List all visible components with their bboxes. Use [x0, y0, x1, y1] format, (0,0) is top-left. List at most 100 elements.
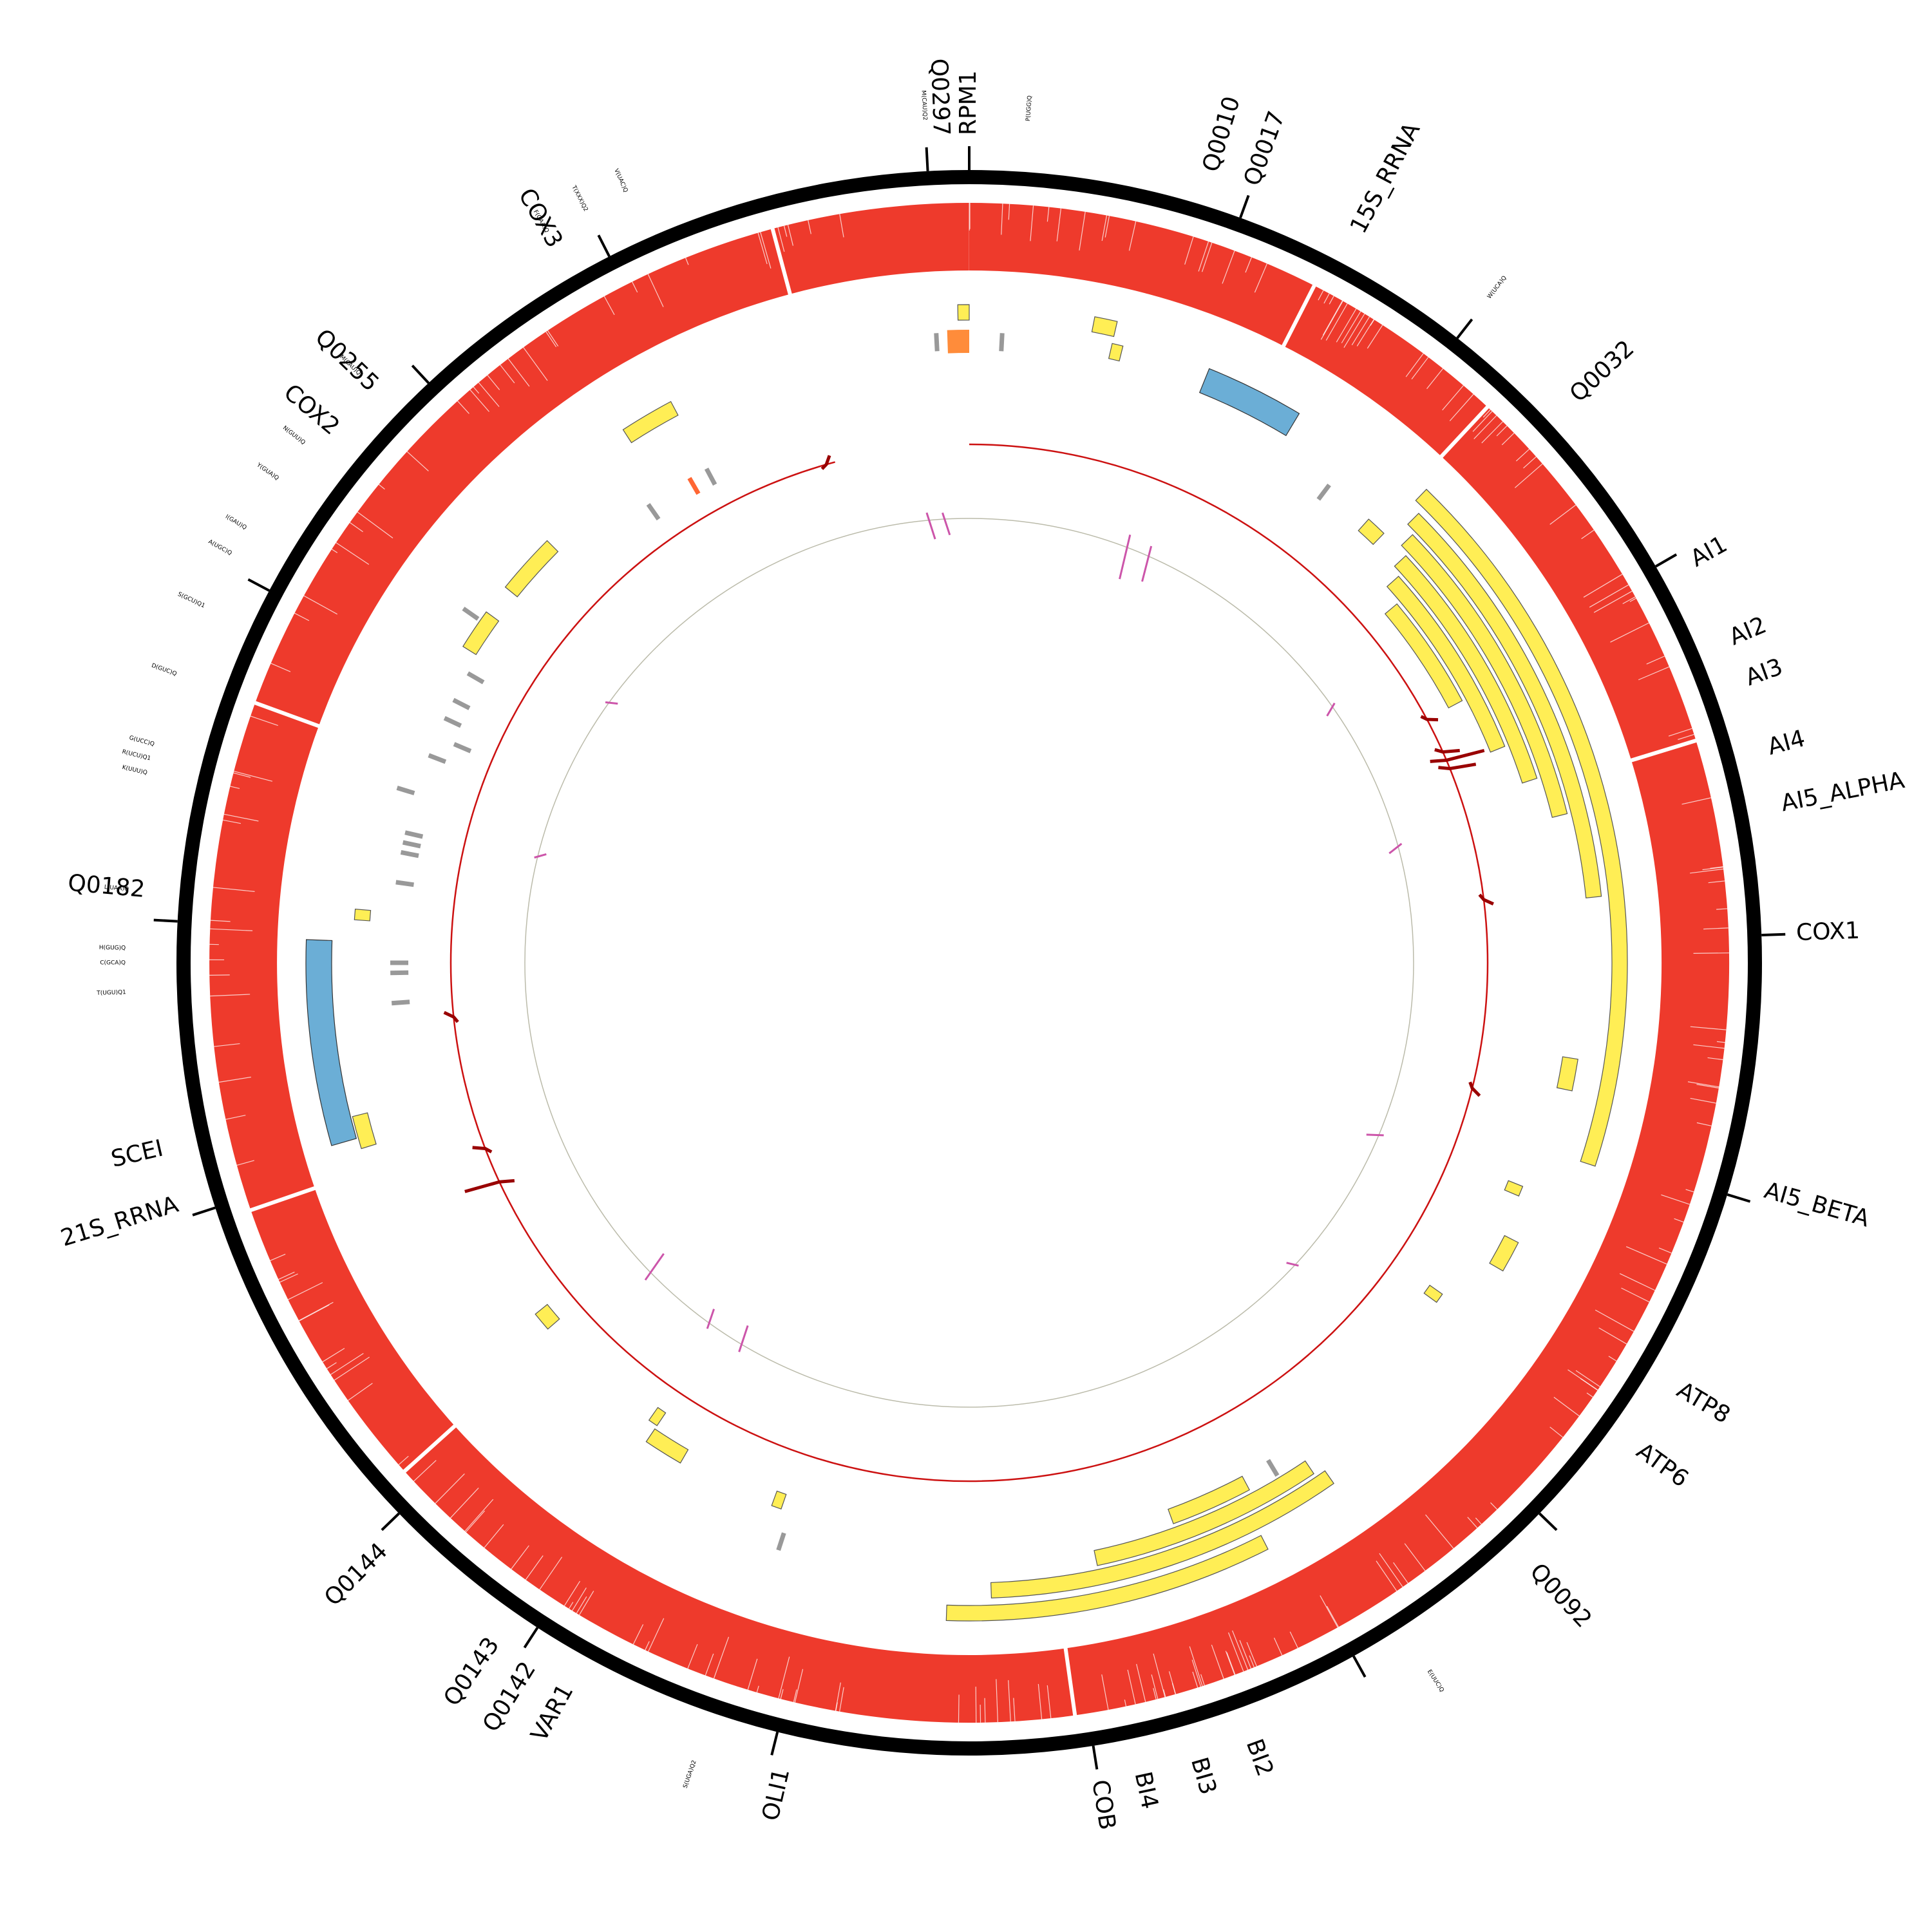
- coverage-striation: [1621, 1287, 1650, 1303]
- gc-skew-peak: [925, 512, 936, 540]
- feature-track: [305, 304, 1628, 1622]
- coverage-striation: [1101, 1674, 1109, 1710]
- trna-mark: [402, 840, 421, 849]
- coverage-striation: [1320, 1595, 1338, 1628]
- coverage-striation: [1515, 448, 1530, 462]
- exon-block: [1504, 1180, 1524, 1197]
- gene-label: AI1: [1686, 531, 1732, 573]
- coverage-striation: [1153, 1653, 1166, 1698]
- gc-skew-peak: [706, 1309, 715, 1329]
- coverage-striation: [1249, 1655, 1255, 1668]
- trna-label: R(UCU)Q1: [121, 749, 151, 762]
- gene-tick: [523, 1627, 539, 1649]
- coverage-striation: [1323, 293, 1330, 304]
- coverage-striation: [406, 451, 429, 471]
- gene-tick: [192, 1206, 216, 1217]
- gc-peak: [464, 1179, 515, 1193]
- coverage-striation: [270, 1253, 286, 1262]
- coverage-striation: [747, 1658, 758, 1690]
- coverage-striation: [1580, 1378, 1598, 1391]
- coverage-striation: [839, 214, 844, 238]
- coverage-striation: [1661, 1194, 1690, 1205]
- gene-tick: [1456, 318, 1473, 339]
- gene-label: AI5_ALPHA: [1779, 767, 1907, 817]
- coverage-striation: [1329, 296, 1334, 305]
- gene-tick: [1727, 1193, 1751, 1203]
- coverage-striation: [1638, 666, 1670, 681]
- exon-block: [462, 611, 500, 656]
- gc-peak: [1438, 762, 1477, 770]
- coverage-striation: [1325, 303, 1348, 341]
- coverage-striation: [299, 1304, 330, 1321]
- coverage-striation: [1425, 1514, 1454, 1549]
- trna-label: E(UUC)Q: [1426, 1669, 1445, 1693]
- coverage-striation: [210, 928, 253, 931]
- coverage-striation: [1501, 433, 1515, 446]
- coverage-striation: [1690, 868, 1724, 874]
- coverage-striation: [270, 663, 291, 672]
- coverage-striation: [278, 1271, 295, 1280]
- coverage-striation: [794, 1669, 804, 1703]
- coverage-striation: [1318, 290, 1324, 301]
- coverage-striation: [1376, 1560, 1397, 1591]
- coverage-striation: [808, 220, 811, 234]
- exon-block: [1556, 1056, 1578, 1092]
- coverage-striation: [1289, 1631, 1298, 1649]
- coverage-striation: [571, 1587, 587, 1611]
- coverage-striation: [1553, 1397, 1580, 1417]
- gc-skew-peak: [1388, 842, 1403, 855]
- trna-mark: [428, 753, 447, 764]
- trna-label: C(GCA)Q: [100, 960, 126, 967]
- gene-label: Q0297: [925, 58, 954, 136]
- coverage-striation: [1581, 529, 1595, 540]
- coverage-striation: [322, 1348, 345, 1363]
- coverage-striation: [1056, 208, 1062, 242]
- coverage-striation: [1668, 728, 1692, 737]
- coverage-striation: [435, 1473, 465, 1504]
- coverage-striation: [647, 274, 664, 307]
- gene-label: SCEI: [109, 1135, 166, 1173]
- coverage-striation: [1690, 1097, 1716, 1104]
- coverage-striation: [783, 225, 788, 237]
- exon-block: [1407, 513, 1602, 898]
- coverage-striation: [279, 1273, 298, 1283]
- exon-block: [1394, 554, 1538, 784]
- coverage-striation: [464, 1499, 494, 1532]
- gc-skew-peak: [942, 512, 951, 536]
- trna-mark: [452, 697, 471, 710]
- exon-block: [1168, 1475, 1251, 1524]
- trna-label: T(XXX)Q2: [570, 184, 589, 213]
- coverage-striation: [1481, 421, 1503, 444]
- coverage-striation: [1583, 574, 1623, 598]
- coverage-striation: [1191, 1660, 1202, 1687]
- coverage-striation: [1449, 393, 1474, 422]
- coverage-striation: [1619, 1273, 1656, 1291]
- coverage-striation: [1678, 734, 1694, 740]
- rrna-block: [1198, 368, 1300, 437]
- coverage-striation: [457, 401, 469, 414]
- coverage-striation: [1222, 251, 1235, 284]
- coverage-striation: [330, 1353, 364, 1375]
- coverage-striation: [1405, 353, 1424, 377]
- coverage-striation: [1598, 1327, 1627, 1345]
- trna-mark: [999, 333, 1005, 352]
- coverage-striation: [327, 1362, 337, 1369]
- coverage-striation: [1351, 316, 1370, 346]
- gene-label: AI3: [1742, 654, 1786, 691]
- coverage-gap: [1437, 404, 1490, 460]
- exon-block: [1384, 603, 1463, 709]
- trna-label: N(GUU)Q: [281, 425, 306, 446]
- exon-block: [1401, 534, 1568, 819]
- exon-block: [645, 1428, 689, 1464]
- coverage-striation: [1226, 1652, 1236, 1675]
- coverage-striation: [378, 484, 385, 490]
- coverage-striation: [1336, 308, 1357, 343]
- gc-peak: [443, 1010, 459, 1023]
- coverage-striation: [1393, 1562, 1408, 1584]
- gc-skew-peak: [1286, 1262, 1299, 1267]
- gene-label: RPM1: [955, 70, 981, 135]
- coverage-striation: [1198, 241, 1209, 272]
- coverage-striation: [1273, 1638, 1283, 1656]
- coverage-striation: [209, 974, 230, 976]
